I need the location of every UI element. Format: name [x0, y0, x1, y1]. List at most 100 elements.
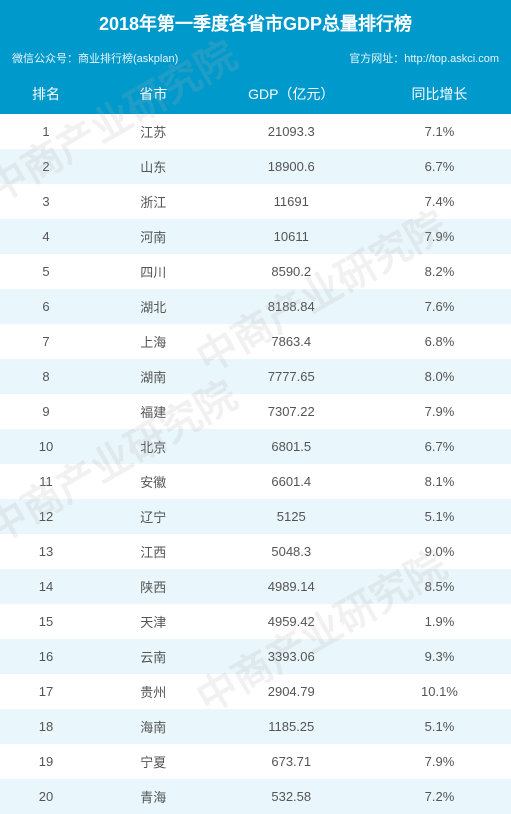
cell-growth: 5.1% [368, 499, 511, 534]
col-growth: 同比增长 [368, 74, 511, 114]
cell-gdp: 6601.4 [215, 464, 368, 499]
table-row: 5四川8590.28.2% [0, 254, 511, 289]
table-row: 7上海7863.46.8% [0, 324, 511, 359]
table-row: 6湖北8188.847.6% [0, 289, 511, 324]
cell-rank: 5 [0, 254, 92, 289]
cell-rank: 4 [0, 219, 92, 254]
page-title: 2018年第一季度各省市GDP总量排行榜 [0, 0, 511, 46]
cell-gdp: 7777.65 [215, 359, 368, 394]
cell-rank: 11 [0, 464, 92, 499]
cell-rank: 20 [0, 779, 92, 814]
table-row: 2山东18900.66.7% [0, 149, 511, 184]
table-row: 3浙江116917.4% [0, 184, 511, 219]
cell-gdp: 1185.25 [215, 709, 368, 744]
cell-growth: 6.8% [368, 324, 511, 359]
cell-province: 海南 [92, 709, 215, 744]
cell-gdp: 18900.6 [215, 149, 368, 184]
cell-rank: 16 [0, 639, 92, 674]
cell-gdp: 8590.2 [215, 254, 368, 289]
cell-growth: 7.1% [368, 114, 511, 149]
website-info: 官方网址：http://top.askci.com [349, 50, 499, 66]
cell-gdp: 2904.79 [215, 674, 368, 709]
cell-province: 青海 [92, 779, 215, 814]
cell-growth: 7.9% [368, 219, 511, 254]
table-row: 4河南106117.9% [0, 219, 511, 254]
gdp-ranking-table: 排名 省市 GDP（亿元） 同比增长 1江苏21093.37.1%2山东1890… [0, 74, 511, 814]
table-row: 11安徽6601.48.1% [0, 464, 511, 499]
table-header-row: 排名 省市 GDP（亿元） 同比增长 [0, 74, 511, 114]
cell-gdp: 7307.22 [215, 394, 368, 429]
col-rank: 排名 [0, 74, 92, 114]
cell-growth: 1.9% [368, 604, 511, 639]
cell-rank: 19 [0, 744, 92, 779]
cell-growth: 6.7% [368, 149, 511, 184]
cell-province: 江苏 [92, 114, 215, 149]
cell-growth: 6.7% [368, 429, 511, 464]
cell-growth: 7.2% [368, 779, 511, 814]
cell-gdp: 6801.5 [215, 429, 368, 464]
cell-gdp: 5125 [215, 499, 368, 534]
table-row: 13江西5048.39.0% [0, 534, 511, 569]
table-row: 16云南3393.069.3% [0, 639, 511, 674]
wechat-info: 微信公众号：商业排行榜(askplan) [12, 50, 178, 66]
table-row: 12辽宁51255.1% [0, 499, 511, 534]
cell-rank: 3 [0, 184, 92, 219]
cell-gdp: 4959.42 [215, 604, 368, 639]
cell-province: 辽宁 [92, 499, 215, 534]
cell-gdp: 21093.3 [215, 114, 368, 149]
cell-rank: 12 [0, 499, 92, 534]
cell-province: 贵州 [92, 674, 215, 709]
cell-gdp: 3393.06 [215, 639, 368, 674]
cell-rank: 15 [0, 604, 92, 639]
cell-province: 天津 [92, 604, 215, 639]
cell-gdp: 11691 [215, 184, 368, 219]
table-row: 8湖南7777.658.0% [0, 359, 511, 394]
cell-province: 浙江 [92, 184, 215, 219]
table-row: 17贵州2904.7910.1% [0, 674, 511, 709]
cell-gdp: 532.58 [215, 779, 368, 814]
cell-growth: 8.0% [368, 359, 511, 394]
cell-growth: 7.9% [368, 744, 511, 779]
cell-province: 山东 [92, 149, 215, 184]
cell-growth: 7.4% [368, 184, 511, 219]
cell-province: 安徽 [92, 464, 215, 499]
cell-province: 四川 [92, 254, 215, 289]
cell-province: 湖北 [92, 289, 215, 324]
subtitle-bar: 微信公众号：商业排行榜(askplan) 官方网址：http://top.ask… [0, 46, 511, 74]
cell-province: 河南 [92, 219, 215, 254]
cell-province: 云南 [92, 639, 215, 674]
cell-rank: 17 [0, 674, 92, 709]
cell-rank: 7 [0, 324, 92, 359]
table-row: 14陕西4989.148.5% [0, 569, 511, 604]
table-row: 15天津4959.421.9% [0, 604, 511, 639]
cell-province: 宁夏 [92, 744, 215, 779]
cell-gdp: 5048.3 [215, 534, 368, 569]
cell-growth: 8.2% [368, 254, 511, 289]
cell-growth: 9.3% [368, 639, 511, 674]
cell-rank: 2 [0, 149, 92, 184]
cell-growth: 10.1% [368, 674, 511, 709]
table-row: 19宁夏673.717.9% [0, 744, 511, 779]
cell-province: 江西 [92, 534, 215, 569]
cell-province: 上海 [92, 324, 215, 359]
cell-gdp: 7863.4 [215, 324, 368, 359]
cell-province: 北京 [92, 429, 215, 464]
cell-rank: 14 [0, 569, 92, 604]
col-province: 省市 [92, 74, 215, 114]
cell-growth: 8.1% [368, 464, 511, 499]
table-row: 1江苏21093.37.1% [0, 114, 511, 149]
cell-growth: 5.1% [368, 709, 511, 744]
cell-growth: 7.6% [368, 289, 511, 324]
table-row: 10北京6801.56.7% [0, 429, 511, 464]
table-row: 9福建7307.227.9% [0, 394, 511, 429]
cell-gdp: 10611 [215, 219, 368, 254]
cell-province: 福建 [92, 394, 215, 429]
cell-rank: 6 [0, 289, 92, 324]
cell-province: 陕西 [92, 569, 215, 604]
cell-rank: 8 [0, 359, 92, 394]
table-container: 2018年第一季度各省市GDP总量排行榜 微信公众号：商业排行榜(askplan… [0, 0, 511, 814]
table-row: 18海南1185.255.1% [0, 709, 511, 744]
cell-growth: 9.0% [368, 534, 511, 569]
cell-province: 湖南 [92, 359, 215, 394]
cell-gdp: 8188.84 [215, 289, 368, 324]
